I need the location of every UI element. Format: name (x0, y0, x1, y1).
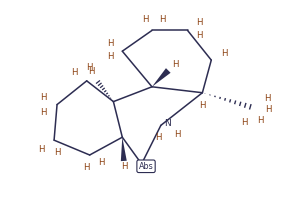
Text: H: H (54, 148, 60, 157)
Text: H: H (174, 130, 180, 139)
Text: H: H (88, 67, 94, 76)
Text: Abs: Abs (139, 162, 153, 171)
Text: H: H (196, 18, 203, 27)
Text: H: H (155, 133, 161, 142)
Text: H: H (241, 118, 247, 127)
Text: H: H (173, 60, 179, 69)
Text: H: H (98, 158, 105, 167)
Text: H: H (265, 105, 271, 114)
Text: H: H (86, 63, 93, 72)
Text: H: H (41, 108, 47, 116)
Text: H: H (159, 15, 166, 24)
Polygon shape (121, 137, 127, 161)
Text: H: H (38, 144, 45, 154)
Text: H: H (107, 39, 114, 48)
Polygon shape (152, 68, 170, 87)
Text: H: H (142, 15, 149, 24)
Text: H: H (41, 93, 47, 102)
Text: H: H (196, 31, 203, 40)
Text: N: N (164, 119, 171, 128)
Text: H: H (83, 163, 90, 172)
Text: H: H (199, 101, 206, 110)
Text: H: H (257, 116, 263, 125)
Text: H: H (221, 49, 228, 58)
Text: H: H (71, 68, 77, 77)
Text: H: H (121, 162, 128, 171)
Text: H: H (264, 94, 270, 103)
Text: H: H (107, 52, 114, 61)
